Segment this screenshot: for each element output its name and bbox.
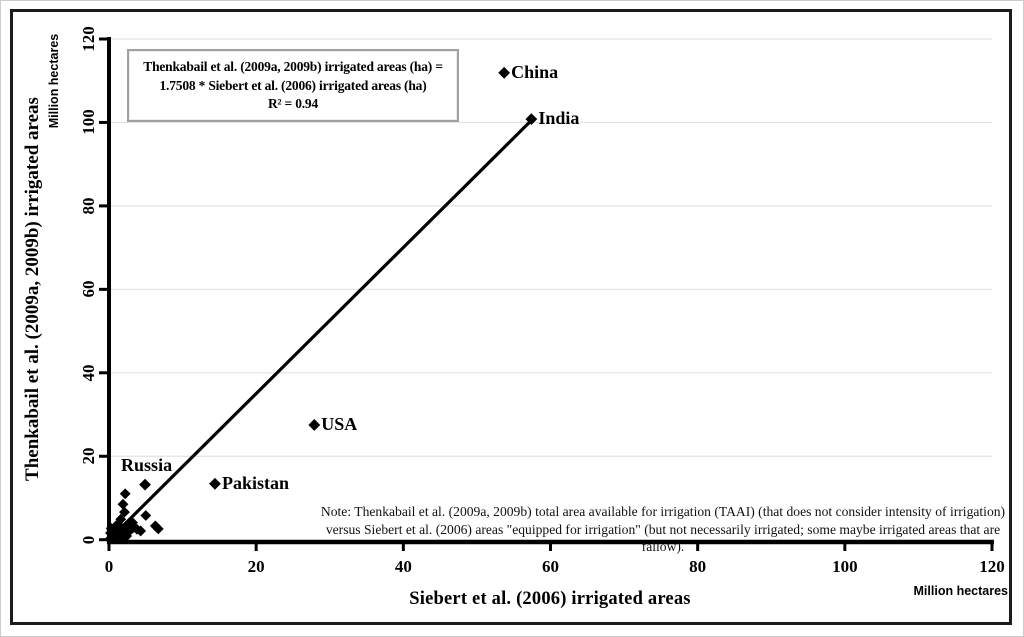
y-tick-label-40: 40 (79, 364, 98, 382)
y-tick-label-0: 0 (79, 535, 98, 544)
data-point (152, 523, 164, 535)
point-label-china: China (511, 61, 559, 82)
x-tick-label-80: 80 (689, 557, 707, 576)
x-axis-unit-label: Million hectares (913, 584, 1008, 598)
point-label-india: India (538, 108, 580, 129)
equation-line-1: Thenkabail et al. (2009a, 2009b) irrigat… (143, 59, 443, 74)
x-tick-label-0: 0 (104, 557, 114, 576)
data-point-pakistan (209, 477, 221, 490)
data-point-china (498, 66, 511, 79)
data-point (121, 530, 133, 542)
data-point (140, 510, 152, 521)
y-tick-label-20: 20 (79, 447, 98, 465)
y-axis-unit-label: Million hectares (47, 33, 61, 129)
x-tick-label-20: 20 (247, 557, 265, 576)
trend-line (107, 118, 534, 542)
y-axis-title: Thenkabail et al. (2009a, 2009b) irrigat… (22, 97, 43, 481)
equation-line-2: 1.7508 * Siebert et al. (2006) irrigated… (159, 77, 427, 93)
y-tick-label-80: 80 (79, 197, 98, 215)
data-point (135, 525, 147, 537)
equation-r-squared: R² = 0.94 (267, 96, 319, 111)
y-tick-label-60: 60 (79, 280, 98, 298)
data-point (108, 526, 119, 538)
point-label-pakistan: Pakistan (221, 472, 289, 493)
point-label-russia: Russia (121, 454, 173, 475)
data-point-usa (308, 419, 321, 431)
x-tick-label-120: 120 (979, 557, 1005, 576)
data-point (119, 488, 131, 500)
data-point (127, 522, 139, 533)
point-label-usa: USA (321, 413, 358, 434)
footnote: Note: Thenkabail et al. (2009a, 2009b) t… (313, 503, 1013, 556)
data-point (149, 520, 161, 532)
x-tick-label-40: 40 (394, 557, 412, 576)
x-tick-label-60: 60 (542, 557, 559, 576)
data-point (117, 498, 129, 510)
y-tick-label-120: 120 (79, 26, 98, 52)
data-point-russia (139, 478, 151, 491)
x-tick-label-100: 100 (832, 557, 858, 576)
x-axis-title: Siebert et al. (2006) irrigated areas (409, 589, 691, 609)
data-point-india (525, 113, 538, 126)
equation-box: Thenkabail et al. (2009a, 2009b) irrigat… (127, 49, 459, 122)
data-point (104, 533, 116, 545)
data-point (119, 506, 130, 518)
data-point (105, 523, 117, 534)
footnote-line-1: Note: Thenkabail et al. (2009a, 2009b) t… (320, 504, 1006, 519)
y-tick-label-100: 100 (79, 109, 98, 136)
footnote-line-2: versus Siebert et al. (2006) areas "equi… (325, 521, 1001, 555)
